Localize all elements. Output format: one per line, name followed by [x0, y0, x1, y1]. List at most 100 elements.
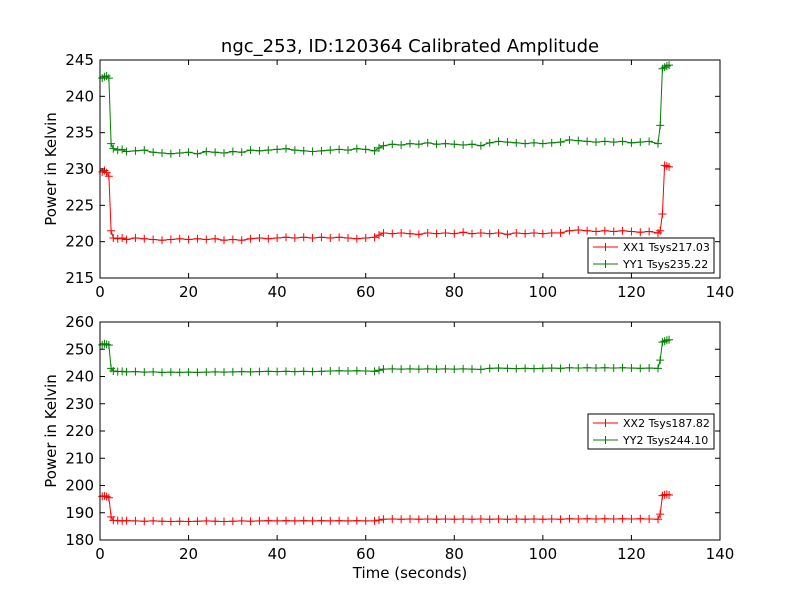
- data-point: [423, 228, 432, 237]
- data-point: [450, 229, 459, 238]
- data-point: [503, 138, 512, 147]
- data-point: [118, 145, 127, 154]
- data-point: [654, 139, 662, 148]
- data-point: [375, 516, 383, 525]
- data-point: [388, 229, 397, 238]
- data-point: [352, 234, 361, 243]
- data-point: [530, 138, 538, 147]
- data-point: [264, 516, 273, 525]
- data-point: [441, 139, 450, 148]
- y-tick-label: 245: [65, 51, 94, 69]
- data-point: [538, 139, 547, 148]
- data-point: [175, 149, 184, 158]
- data-point: [645, 515, 654, 524]
- data-point: [308, 234, 317, 243]
- data-point: [255, 234, 264, 243]
- data-point: [414, 230, 423, 239]
- data-point: [530, 364, 538, 373]
- data-point: [459, 141, 468, 150]
- data-point: [158, 236, 166, 245]
- data-point: [583, 363, 592, 372]
- data-point: [273, 516, 282, 525]
- data-point: [574, 364, 583, 373]
- data-point: [158, 517, 166, 526]
- data-point: [264, 367, 273, 376]
- data-point: [113, 234, 122, 243]
- legend-label: YY1 Tsys235.22: [622, 258, 708, 271]
- data-point: [654, 364, 662, 373]
- data-point: [665, 162, 674, 171]
- data-point: [211, 148, 220, 157]
- data-point: [547, 228, 556, 237]
- data-point: [423, 364, 432, 373]
- data-point: [547, 138, 556, 147]
- data-point: [441, 515, 450, 524]
- data-point: [600, 514, 609, 523]
- data-point: [228, 147, 237, 156]
- data-point: [388, 140, 397, 149]
- data-point: [375, 143, 383, 152]
- legend: XX1 Tsys217.03 YY1 Tsys235.22: [587, 237, 715, 274]
- data-point: [609, 364, 618, 373]
- data-point: [211, 517, 220, 526]
- data-point: [476, 228, 485, 237]
- data-point: [530, 228, 538, 237]
- data-point: [512, 228, 521, 237]
- data-point: [494, 364, 503, 373]
- data-point: [317, 233, 326, 242]
- series-2-1: [98, 490, 674, 526]
- data-point: [379, 365, 388, 374]
- data-point: [379, 141, 388, 150]
- data-point: [282, 516, 290, 525]
- data-point: [627, 227, 636, 236]
- data-point: [658, 210, 667, 219]
- data-point: [397, 515, 406, 524]
- y-tick-label: 230: [65, 395, 94, 413]
- data-point: [255, 367, 264, 376]
- y-tick-label: 235: [65, 124, 94, 142]
- data-point: [184, 148, 193, 157]
- data-point: [104, 341, 113, 350]
- data-point: [193, 517, 202, 526]
- data-point: [109, 234, 118, 243]
- data-point: [131, 146, 140, 155]
- data-point: [273, 367, 282, 376]
- data-point: [468, 229, 476, 238]
- data-point: [485, 515, 494, 524]
- data-point: [583, 226, 592, 235]
- data-point: [335, 366, 344, 375]
- data-point: [654, 515, 662, 524]
- data-point: [512, 515, 521, 524]
- data-point: [211, 234, 220, 243]
- data-point: [255, 146, 264, 155]
- data-point: [565, 363, 574, 372]
- data-point: [556, 228, 565, 237]
- data-point: [220, 149, 228, 158]
- data-point: [228, 367, 237, 376]
- data-point: [246, 367, 255, 376]
- data-point: [618, 514, 627, 523]
- data-point: [656, 510, 665, 519]
- data-point: [636, 138, 645, 147]
- data-point: [131, 516, 140, 525]
- data-point: [574, 515, 583, 524]
- data-point: [175, 517, 184, 526]
- data-point: [326, 234, 335, 243]
- data-point: [335, 145, 344, 154]
- x-tick-label: 20: [179, 283, 198, 301]
- data-point: [609, 138, 618, 147]
- data-point: [361, 145, 370, 154]
- data-point: [290, 516, 299, 525]
- data-point: [211, 367, 220, 376]
- data-point: [468, 515, 476, 524]
- data-point: [308, 147, 317, 156]
- y-tick-label: 240: [65, 87, 94, 105]
- data-point: [521, 364, 530, 373]
- data-point: [344, 367, 352, 376]
- data-point: [228, 517, 237, 526]
- data-point: [375, 366, 383, 375]
- data-point: [583, 514, 592, 523]
- data-point: [140, 517, 149, 526]
- data-point: [109, 144, 118, 153]
- y-tick-label: 200: [65, 477, 94, 495]
